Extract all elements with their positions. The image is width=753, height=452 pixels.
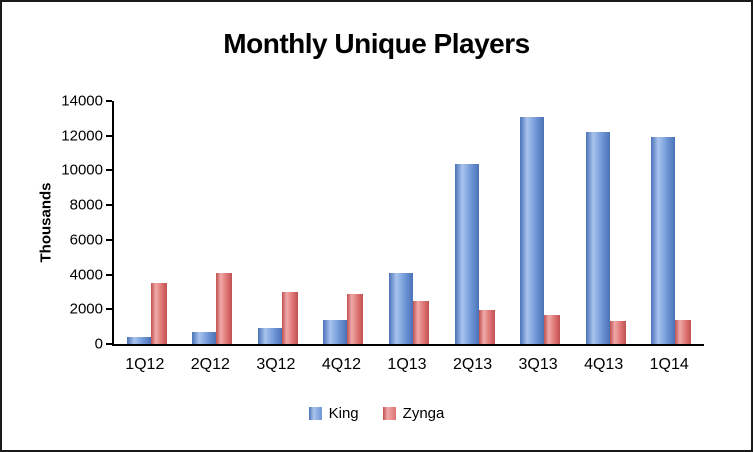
x-axis-tick-label: 1Q13 bbox=[387, 356, 427, 373]
bar-king-3q12 bbox=[257, 328, 282, 344]
y-axis-tick-label: 8000 bbox=[69, 196, 103, 214]
legend: King Zynga bbox=[2, 405, 751, 422]
bar-zynga-3q12 bbox=[281, 291, 298, 344]
bar-king-1q12 bbox=[126, 337, 151, 344]
y-axis-tick-mark bbox=[106, 273, 112, 276]
y-axis-tick-mark bbox=[106, 100, 112, 102]
legend-label-king: King bbox=[328, 405, 359, 422]
bar-zynga-1q12 bbox=[150, 283, 167, 344]
y-axis-tick-mark bbox=[106, 204, 112, 207]
y-axis-tick-mark bbox=[106, 343, 112, 345]
plot-area bbox=[106, 100, 704, 346]
x-axis-labels: 1Q12 2Q12 3Q12 4Q12 1Q13 2Q13 3Q13 4Q13 1Q14 bbox=[112, 356, 702, 378]
bar-zynga-1q13 bbox=[413, 300, 429, 344]
bar-zynga-2q13 bbox=[478, 310, 495, 344]
legend-item-king: King bbox=[308, 405, 359, 422]
y-axis-tick-mark bbox=[106, 169, 112, 172]
y-axis-tick-label: 10000 bbox=[61, 161, 103, 179]
bar-king-2q12 bbox=[192, 331, 217, 344]
bar-zynga-4q13 bbox=[609, 320, 626, 344]
bar-zynga-2q12 bbox=[216, 272, 233, 344]
legend-label-zynga: Zynga bbox=[402, 405, 445, 422]
bar-zynga-3q13 bbox=[544, 315, 561, 344]
y-axis-tick-mark bbox=[106, 134, 112, 137]
x-axis-tick-label: 1Q14 bbox=[649, 356, 689, 373]
x-axis-tick-label: 1Q12 bbox=[125, 356, 165, 373]
x-axis-tick-label: 4Q13 bbox=[584, 356, 624, 373]
bar-king-1q13 bbox=[389, 272, 413, 344]
x-axis-tick-label: 4Q12 bbox=[321, 356, 361, 373]
bar-king-1q14 bbox=[651, 137, 676, 344]
y-axis-tick-label: 12000 bbox=[61, 127, 103, 145]
y-axis-tick-mark bbox=[106, 308, 112, 311]
y-axis-tick-label: 14000 bbox=[61, 92, 103, 110]
bar-king-2q13 bbox=[454, 163, 479, 344]
x-axis-tick-label: 3Q12 bbox=[256, 356, 296, 373]
y-axis-tick-label: 2000 bbox=[69, 300, 103, 318]
x-axis-tick-label: 2Q13 bbox=[452, 356, 493, 373]
bar-zynga-1q14 bbox=[675, 319, 692, 344]
y-axis-labels: 0 2000 4000 6000 8000 10000 12000 14000 bbox=[2, 94, 103, 352]
legend-swatch-king bbox=[308, 407, 322, 420]
legend-swatch-zynga bbox=[382, 407, 396, 420]
y-axis-tick-mark bbox=[106, 238, 112, 241]
bar-zynga-4q12 bbox=[347, 293, 364, 344]
chart-title: Monthly Unique Players bbox=[223, 28, 530, 59]
x-axis-tick-label: 3Q13 bbox=[518, 356, 558, 373]
bar-king-3q13 bbox=[520, 116, 545, 344]
y-axis-tick-label: 6000 bbox=[69, 231, 103, 249]
bar-king-4q13 bbox=[585, 132, 610, 344]
bar-king-4q12 bbox=[323, 319, 348, 344]
y-axis-tick-label: 0 bbox=[94, 335, 103, 353]
y-axis-tick-label: 4000 bbox=[69, 266, 103, 284]
x-axis-tick-label: 2Q12 bbox=[190, 356, 230, 373]
legend-item-zynga: Zynga bbox=[382, 405, 445, 422]
